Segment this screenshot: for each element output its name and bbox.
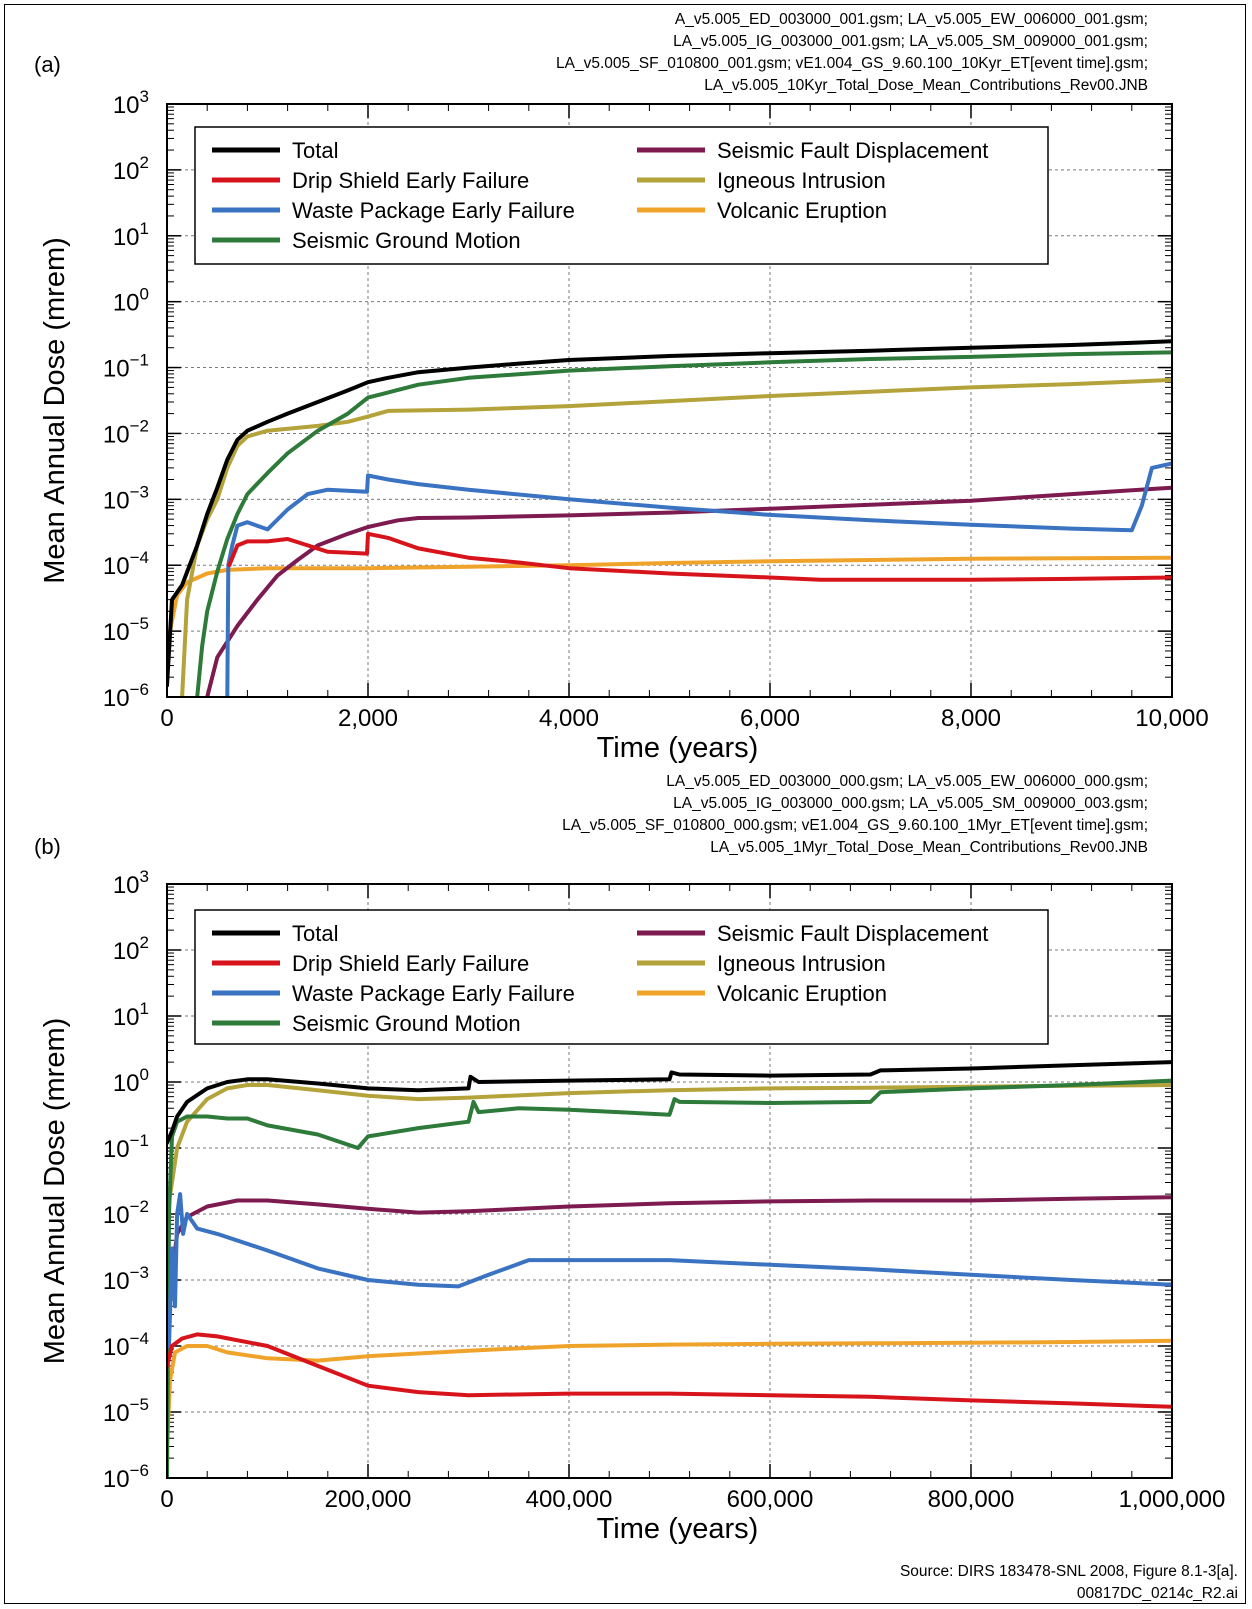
series-line-total (167, 1060, 1172, 1145)
series-line-total (167, 339, 1172, 688)
x-tick-label: 6,000 (740, 705, 800, 732)
series-line-igneous-intrusion (180, 377, 1172, 697)
plot-frame (166, 883, 1173, 1479)
legend-label: Seismic Ground Motion (292, 1011, 521, 1036)
y-tick-label: 10−4 (103, 1329, 149, 1361)
y-tick-label: 10−6 (103, 680, 149, 712)
legend-label: Volcanic Eruption (717, 198, 887, 223)
figure-id: 00817DC_0214c_R2.ai (1076, 1585, 1238, 1602)
legend-label: Seismic Ground Motion (292, 228, 521, 253)
chart-panel-a: 0 2,000 4,000 6,000 8,000 10,000 103 102 101 100 1… (39, 87, 1209, 764)
x-tick-label: 600,000 (727, 1486, 814, 1513)
panel-label-b: (b) (34, 834, 61, 859)
x-tick-label: 8,000 (941, 705, 1001, 732)
y-tick-label: 102 (113, 933, 149, 965)
file-notes-b: LA_v5.005_ED_003000_000.gsm; LA_v5.005_E… (562, 771, 1148, 859)
legend-label: Igneous Intrusion (717, 168, 886, 193)
series-line-waste-package-early-failure (167, 1192, 1172, 1348)
y-tick-label: 101 (113, 999, 149, 1031)
legend-label: Volcanic Eruption (717, 981, 887, 1006)
y-tick-label: 10−2 (103, 416, 149, 448)
legend-box (194, 909, 1049, 1045)
file-note: LA_v5.005_SF_010800_001.gsm; vE1.004_GS_… (556, 55, 1148, 72)
y-tick-label: 10−2 (103, 1197, 149, 1229)
y-tick-label: 102 (113, 153, 149, 185)
series-lines (167, 339, 1172, 697)
x-tick-label: 1,000,000 (1119, 1486, 1226, 1513)
source-note: Source: DIRS 183478-SNL 2008, Figure 8.1… (899, 1563, 1238, 1580)
series-line-volcanic-eruption (167, 1338, 1172, 1449)
x-tick-label: 2,000 (338, 705, 398, 732)
figure-frame (4, 4, 1246, 1604)
file-note: A_v5.005_ED_003000_001.gsm; LA_v5.005_EW… (674, 11, 1148, 28)
series-line-seismic-fault-displacement (167, 1195, 1172, 1302)
x-tick-label: 800,000 (928, 1486, 1015, 1513)
legend-label: Total (292, 138, 338, 163)
legend-label: Drip Shield Early Failure (292, 168, 529, 193)
series-line-drip-shield-early-failure (167, 1332, 1172, 1409)
y-tick-label: 103 (113, 87, 149, 119)
x-tick-label: 0 (160, 1486, 173, 1513)
file-notes-a: A_v5.005_ED_003000_001.gsm; LA_v5.005_EW… (556, 9, 1148, 97)
y-tick-label: 100 (113, 285, 149, 317)
legend-label: Seismic Fault Displacement (717, 921, 988, 946)
file-note: LA_v5.005_SF_010800_000.gsm; vE1.004_GS_… (562, 817, 1148, 834)
y-tick-label: 10−5 (103, 1395, 149, 1427)
y-tick-label: 10−1 (103, 1131, 149, 1163)
panel-label-a: (a) (34, 52, 61, 77)
legend-label: Waste Package Early Failure (292, 198, 575, 223)
legend-box (194, 126, 1049, 265)
y-tick-label: 100 (113, 1065, 149, 1097)
x-axis-title: Time (years) (597, 732, 759, 764)
x-tick-label: 200,000 (325, 1486, 412, 1513)
plot-frame (166, 103, 1173, 698)
file-note: LA_v5.005_1Myr_Total_Dose_Mean_Contribut… (710, 839, 1148, 856)
series-line-seismic-fault-displacement (205, 485, 1172, 697)
y-tick-label: 10−4 (103, 548, 149, 580)
y-tick-label: 10−3 (103, 482, 149, 514)
file-note: LA_v5.005_IG_003000_001.gsm; LA_v5.005_S… (673, 33, 1148, 50)
series-line-igneous-intrusion (167, 1083, 1172, 1216)
file-note: LA_v5.005_ED_003000_000.gsm; LA_v5.005_E… (666, 773, 1148, 790)
x-tick-label: 0 (160, 705, 173, 732)
y-tick-label: 101 (113, 219, 149, 251)
series-line-waste-package-early-failure (225, 461, 1172, 697)
x-tick-label: 400,000 (526, 1486, 613, 1513)
series-line-drip-shield-early-failure (227, 531, 1172, 582)
x-tick-label: 4,000 (539, 705, 599, 732)
legend-label: Drip Shield Early Failure (292, 951, 529, 976)
y-axis-title: Mean Annual Dose (mrem) (39, 237, 71, 584)
legend-label: Waste Package Early Failure (292, 981, 575, 1006)
legend: Total Drip Shield Early Failure Waste Pack… (194, 909, 1049, 1045)
file-note: LA_v5.005_IG_003000_000.gsm; LA_v5.005_S… (673, 795, 1148, 812)
x-tick-label: 10,000 (1135, 705, 1208, 732)
y-axis-title: Mean Annual Dose (mrem) (39, 1018, 71, 1365)
y-tick-label: 10−6 (103, 1461, 149, 1493)
file-note: LA_v5.005_10Kyr_Total_Dose_Mean_Contribu… (704, 77, 1148, 94)
series-line-seismic-ground-motion (195, 350, 1172, 697)
x-axis-title: Time (years) (597, 1513, 759, 1545)
series-lines (167, 1060, 1172, 1478)
y-tick-label: 10−3 (103, 1263, 149, 1295)
series-line-seismic-ground-motion (167, 1078, 1172, 1478)
y-tick-label: 103 (113, 867, 149, 899)
y-tick-label: 10−1 (103, 351, 149, 383)
legend-label: Seismic Fault Displacement (717, 138, 988, 163)
legend-label: Igneous Intrusion (717, 951, 886, 976)
y-tick-label: 10−5 (103, 614, 149, 646)
series-line-volcanic-eruption (167, 555, 1172, 680)
legend-label: Total (292, 921, 338, 946)
legend: Total Drip Shield Early Failure Waste Pack… (194, 126, 1049, 265)
